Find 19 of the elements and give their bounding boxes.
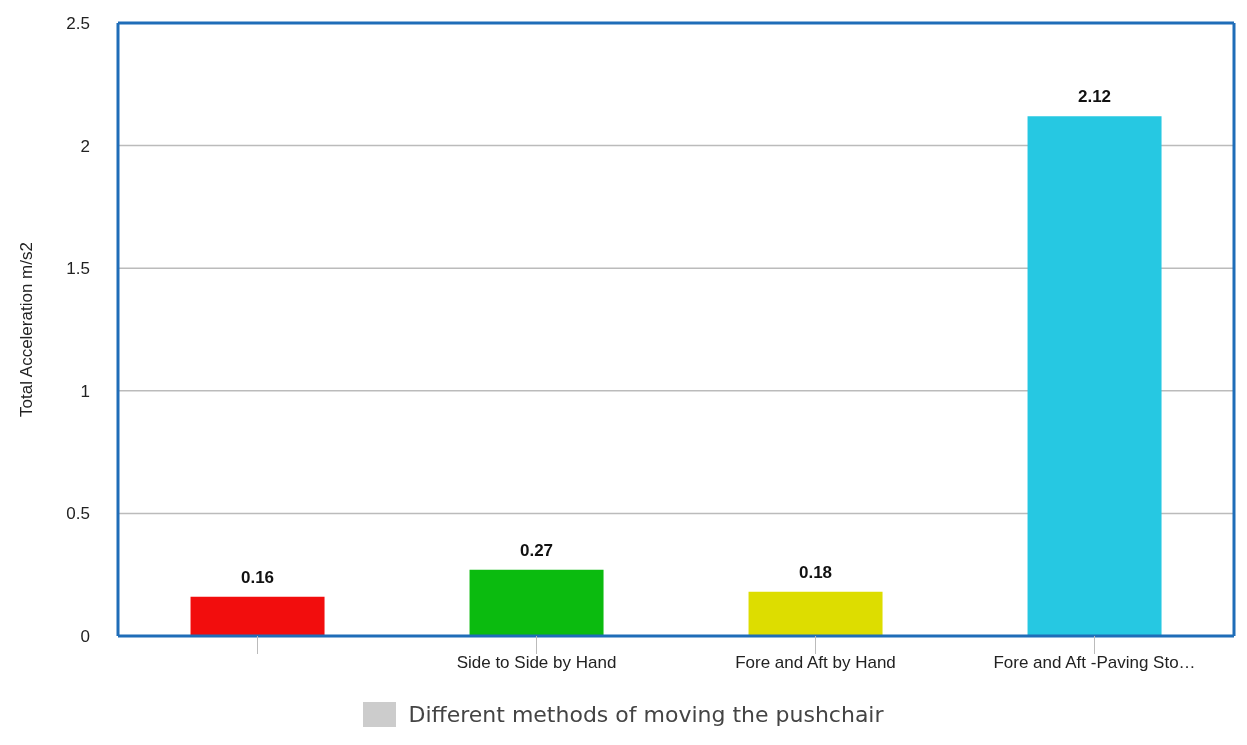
x-tick-label: Side to Side by Hand <box>456 653 617 673</box>
x-tick-label: Fore and Aft -Paving Sto… <box>993 653 1196 673</box>
data-label: 0.27 <box>519 540 554 560</box>
y-axis-title: Total Acceleration m/s2 <box>17 242 36 417</box>
bar <box>469 569 604 636</box>
data-label: 0.16 <box>240 567 275 587</box>
bar <box>190 596 325 636</box>
data-label: 2.12 <box>1077 87 1112 107</box>
y-tick-label: 1.5 <box>66 259 90 279</box>
y-tick-label: 1 <box>80 381 90 401</box>
data-label: 0.18 <box>798 562 833 582</box>
bar <box>1027 116 1162 636</box>
y-tick-label: 0 <box>80 627 90 647</box>
y-tick-label: 2.5 <box>66 14 90 34</box>
x-tick-label: Fore and Aft by Hand <box>735 653 896 673</box>
text: Different methods of moving the pushchair <box>407 702 884 727</box>
bar <box>748 591 883 636</box>
y-tick-label: 2 <box>80 136 90 156</box>
y-tick-label: 0.5 <box>66 504 90 524</box>
